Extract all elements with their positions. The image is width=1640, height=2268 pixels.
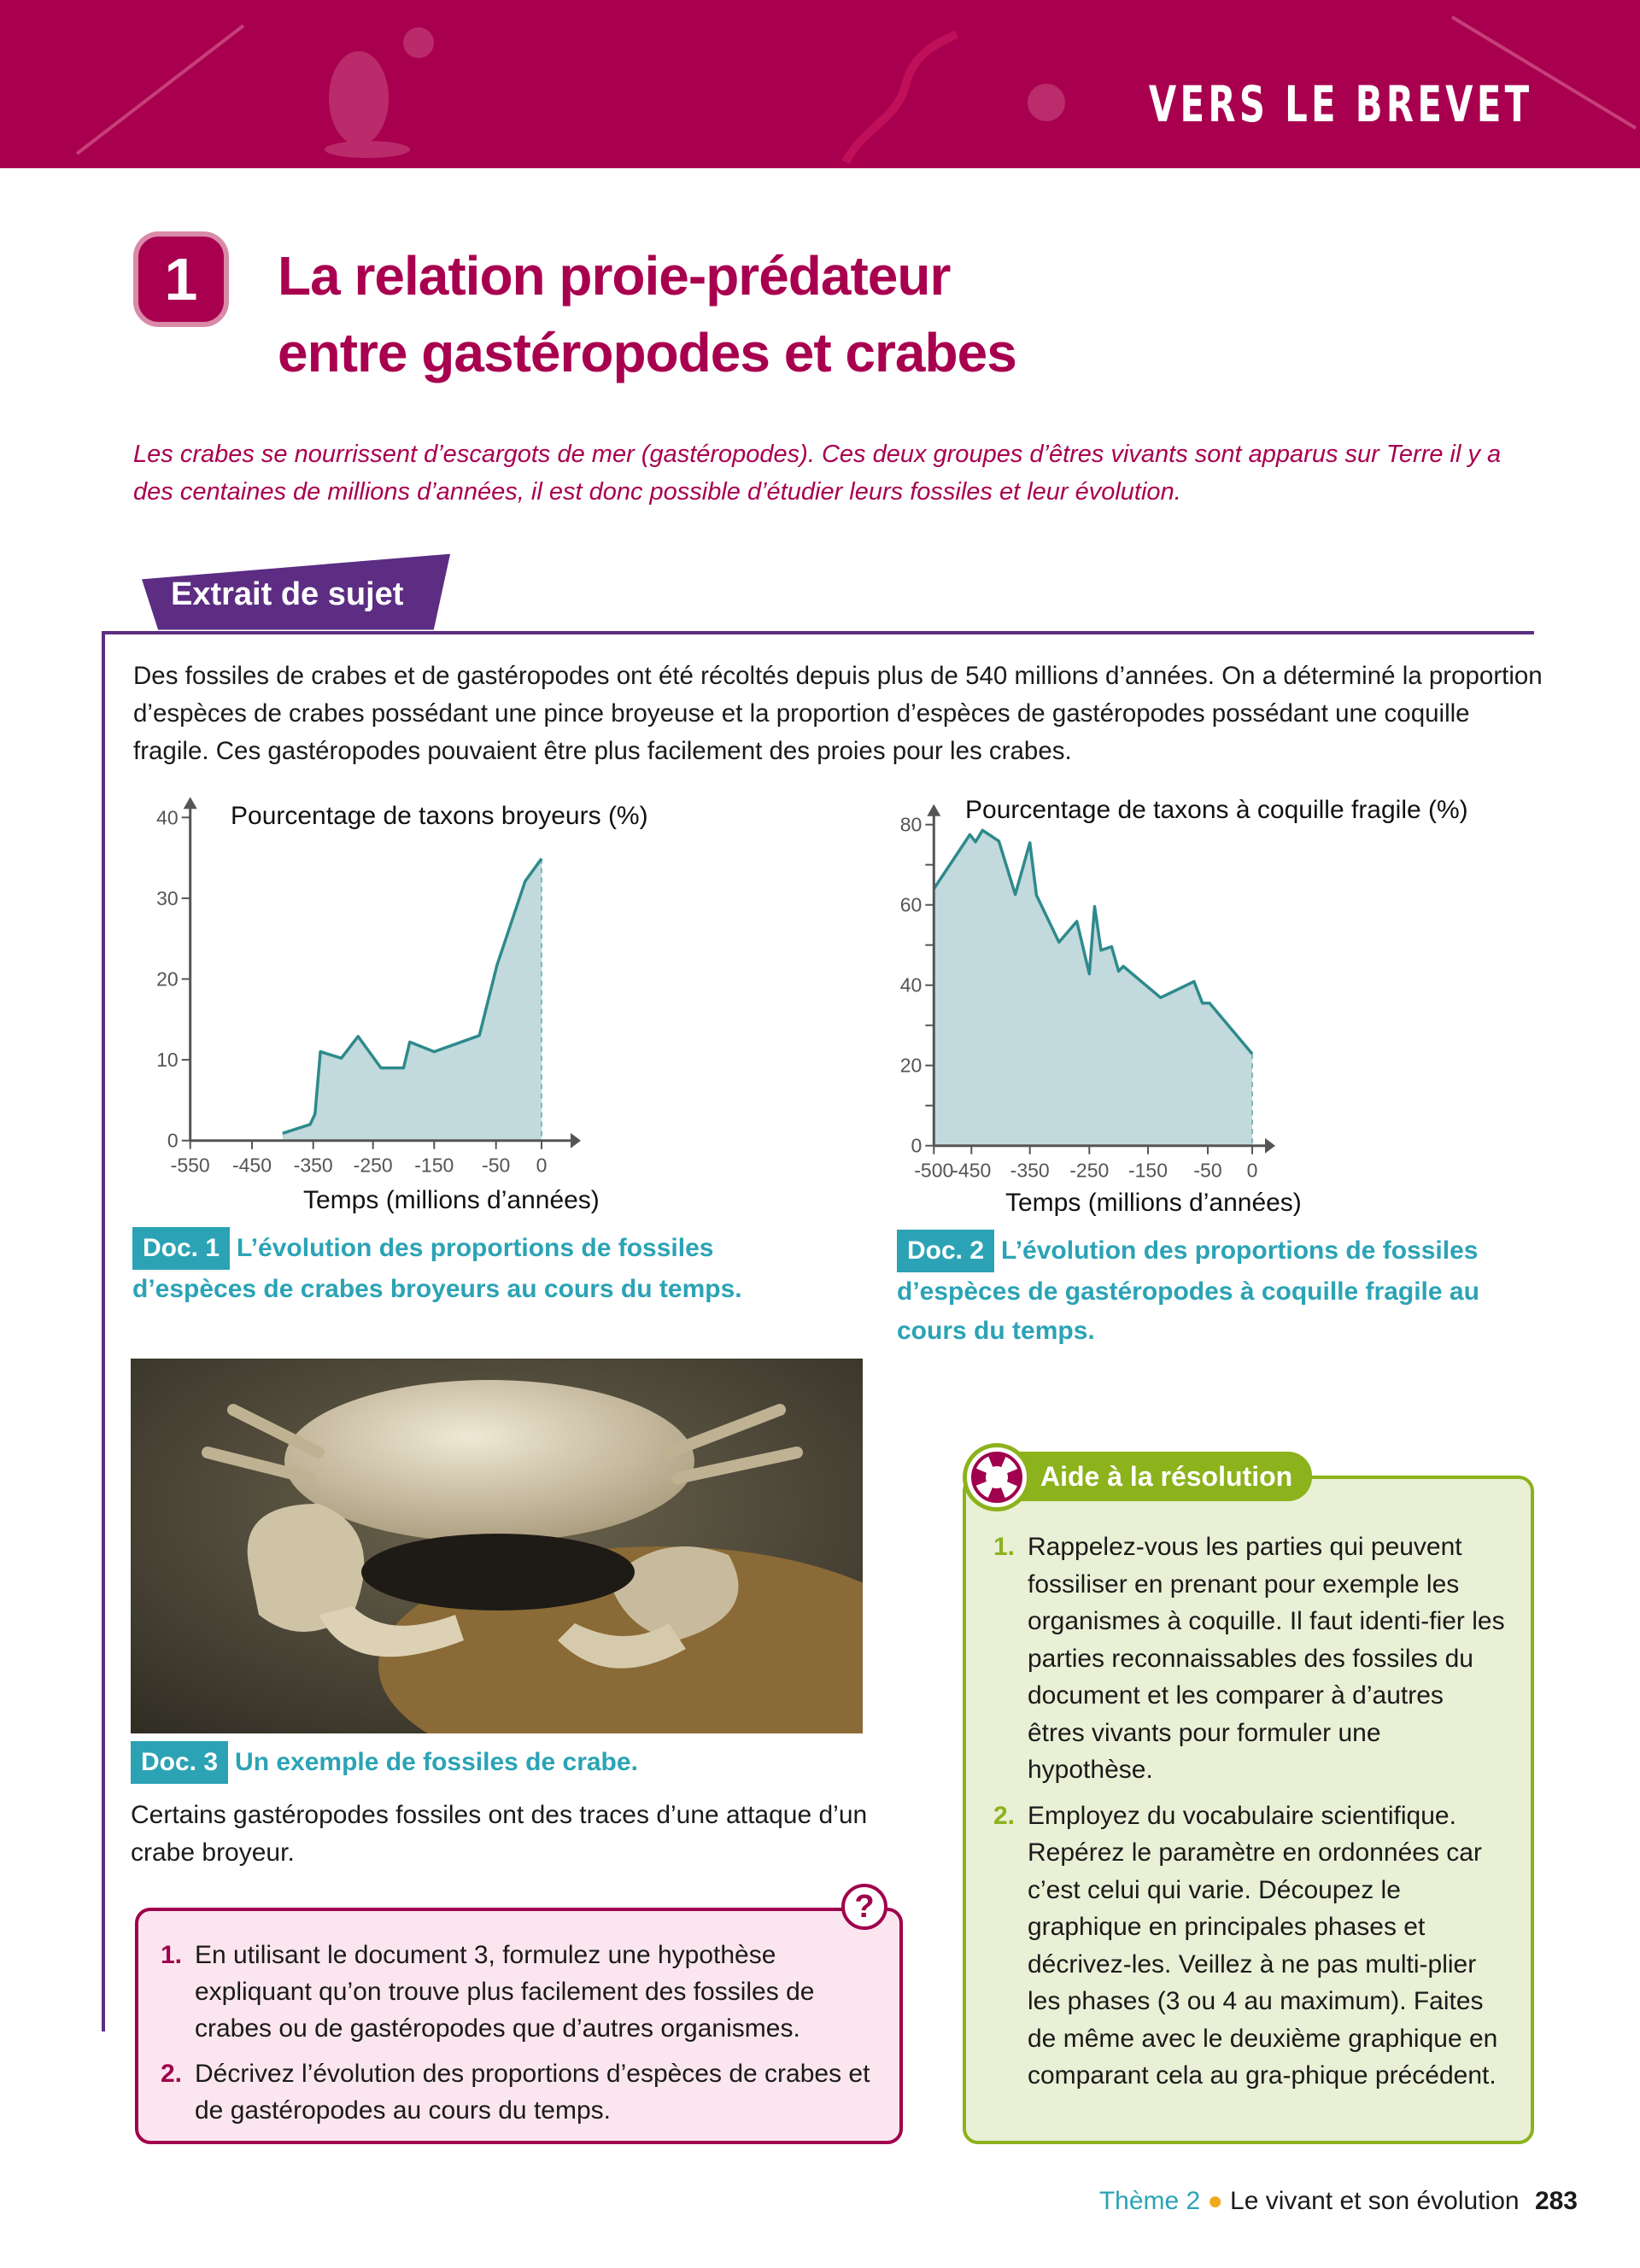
x-tick-label: -350 (1010, 1160, 1050, 1182)
chart2-series-line (932, 828, 1254, 1055)
doc1-caption: Doc. 1 L’évolution des proportions de fos… (132, 1227, 816, 1309)
x-axis-arrow-icon (571, 1132, 581, 1149)
chart-crabs: -550 -450 -350 -250 -150 -50 0 0 10 20 30 40 Pourcen… (156, 797, 648, 1214)
chart1-xlabel: Temps (millions d’années) (303, 1186, 600, 1214)
chart2-area (934, 830, 1252, 1146)
question-text: En utilisant le document 3, formulez une… (195, 1941, 815, 2043)
y-tick-label: 0 (911, 1135, 922, 1157)
x-tick-label: -150 (1128, 1160, 1168, 1182)
decorative-fossils-icon (75, 15, 1637, 165)
chart-gasteropods: -500-450 -350 -250 -150 -50 0020406080Pourcen… (900, 796, 1468, 1217)
x-tick-label: -150 (414, 1154, 454, 1177)
aide-item: 1. Rappelez-vous les parties qui peuvent … (993, 1529, 1505, 1789)
y-axis-arrow-icon (927, 804, 941, 816)
x-axis-arrow-icon (1265, 1137, 1275, 1154)
x-tick-label: 0 (536, 1154, 548, 1177)
crab-fossil-photo (131, 1359, 863, 1733)
doc2-caption: Doc. 2 L’évolution des proportions de fos… (897, 1230, 1529, 1351)
y-tick-label: 10 (156, 1049, 179, 1071)
statement-text: Des fossiles de crabes et de gastéropode… (133, 662, 1543, 765)
y-tick-label: 0 (167, 1130, 179, 1152)
aide-number: 1. (993, 1533, 1016, 1561)
doc1-caption-text: L’évolution des proportions de fossiles … (132, 1234, 742, 1303)
y-tick-label: 20 (900, 1055, 922, 1077)
chart2-ylabel: Pourcentage de taxons à coquille fragile… (965, 796, 1468, 824)
doc2-caption-text: L’évolution des proportions de fossiles … (897, 1236, 1479, 1345)
question-text: Décrivez l’évolution des proportions d’e… (195, 2060, 870, 2125)
x-tick-label: -250 (354, 1154, 393, 1177)
footer-theme: Thème 2 (1098, 2187, 1201, 2215)
y-tick-label: 20 (156, 968, 179, 991)
x-tick-label: 0 (1247, 1160, 1258, 1182)
question-item: 2. Décrivez l’évolution des proportions d… (161, 2055, 874, 2129)
extrait-label-shape (140, 552, 452, 631)
question-number: 2. (161, 2060, 183, 2088)
x-tick-label: -500 (914, 1160, 953, 1182)
doc3-caption: Doc. 3 Un exemple de fossiles de crabe. (131, 1741, 865, 1784)
bullet-dot-icon: ● (1207, 2187, 1223, 2215)
x-tick-label: -50 (482, 1154, 510, 1177)
banner-title: VERS LE BREVET (1148, 75, 1532, 133)
title-line-2: entre gastéropodes et crabes (278, 322, 1017, 383)
doc3-tag: Doc. 3 (131, 1741, 229, 1784)
aide-text: Rappelez-vous les parties qui peuvent fo… (1028, 1533, 1505, 1784)
page-number: 283 (1534, 2187, 1578, 2215)
x-tick-label: -250 (1069, 1160, 1109, 1182)
y-tick-label: 40 (900, 974, 922, 997)
doc3-caption-text: Un exemple de fossiles de crabe. (235, 1748, 638, 1776)
extrait-label: Extrait de sujet (171, 576, 404, 612)
y-tick-label: 80 (900, 814, 922, 836)
chart1-area (282, 858, 542, 1141)
title-line-1: La relation proie-prédateur (278, 245, 951, 307)
doc3-description: Certains gastéropodes fossiles ont des t… (131, 1801, 868, 1867)
question-item: 1. En utilisant le document 3, formulez u… (161, 1937, 874, 2047)
intro-text: Les crabes se nourrissent d’escargots de… (133, 441, 1502, 506)
aide-box: 1. Rappelez-vous les parties qui peuvent … (963, 1476, 1534, 2144)
question-mark-icon: ? (841, 1884, 887, 1930)
aide-item: 2. Employez du vocabulaire scientifique. … (993, 1797, 1505, 2095)
questions-box: 1. En utilisant le document 3, formulez u… (135, 1908, 903, 2144)
chart2-xlabel: Temps (millions d’années) (1005, 1189, 1302, 1217)
y-tick-label: 30 (156, 887, 179, 909)
y-tick-label: 60 (900, 894, 922, 916)
y-tick-label: 40 (156, 806, 179, 828)
header-banner: VERS LE BREVET (0, 0, 1640, 168)
exercise-number-badge: 1 (133, 231, 229, 327)
x-tick-label: -550 (171, 1154, 210, 1177)
x-tick-label: -450 (232, 1154, 272, 1177)
x-tick-label: -50 (1193, 1160, 1221, 1182)
question-number: 1. (161, 1941, 183, 1969)
doc1-tag: Doc. 1 (132, 1227, 231, 1270)
lifebuoy-icon (963, 1443, 1031, 1511)
page-footer: Thème 2 ● Le vivant et son évolution 283 (1099, 2187, 1578, 2216)
page-title: La relation proie-prédateur entre gastér… (278, 237, 1017, 391)
extrait-frame (102, 631, 1534, 2031)
x-tick-label: -450 (952, 1160, 991, 1182)
x-tick-label: -350 (294, 1154, 333, 1177)
y-axis-arrow-icon (183, 797, 197, 810)
chart1-ylabel: Pourcentage de taxons broyeurs (%) (231, 802, 648, 830)
aide-number: 2. (993, 1801, 1016, 1830)
chart1-series-line (282, 857, 543, 1135)
aide-text: Employez du vocabulaire scientifique. Re… (1028, 1801, 1498, 2090)
footer-subject: Le vivant et son évolution (1230, 2187, 1520, 2215)
doc2-tag: Doc. 2 (897, 1230, 995, 1272)
